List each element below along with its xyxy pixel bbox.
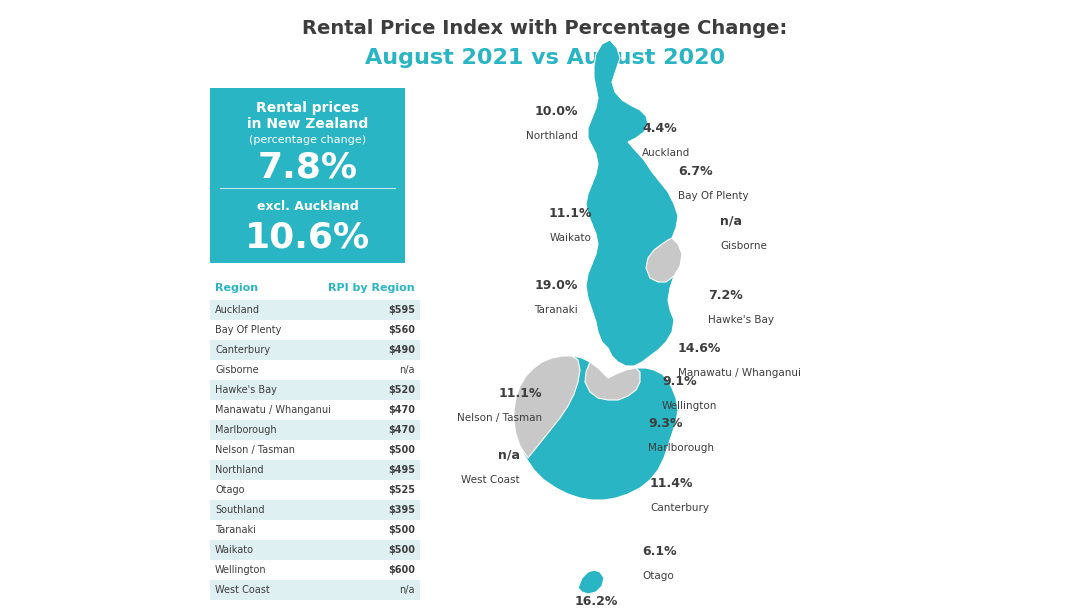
- Text: $595: $595: [388, 305, 415, 315]
- Text: 11.1%: 11.1%: [499, 387, 542, 400]
- Text: Hawke's Bay: Hawke's Bay: [215, 385, 277, 395]
- Text: 10.0%: 10.0%: [535, 105, 578, 118]
- Polygon shape: [586, 40, 682, 366]
- Text: $490: $490: [388, 345, 415, 355]
- Text: Wellington: Wellington: [662, 401, 718, 411]
- Text: excl. Auckland: excl. Auckland: [256, 200, 358, 212]
- Text: Northland: Northland: [526, 131, 578, 141]
- Text: Otago: Otago: [642, 571, 674, 581]
- Text: Gisborne: Gisborne: [215, 365, 259, 375]
- Text: Waikato: Waikato: [550, 233, 592, 243]
- Text: Auckland: Auckland: [215, 305, 260, 315]
- Text: Canterbury: Canterbury: [650, 503, 709, 513]
- FancyBboxPatch shape: [209, 380, 420, 400]
- Text: 11.1%: 11.1%: [549, 207, 592, 220]
- Text: $395: $395: [388, 505, 415, 515]
- Text: Nelson / Tasman: Nelson / Tasman: [457, 413, 542, 423]
- Text: 16.2%: 16.2%: [575, 595, 619, 608]
- Text: Bay Of Plenty: Bay Of Plenty: [215, 325, 281, 335]
- Text: $500: $500: [388, 545, 415, 555]
- Text: $600: $600: [388, 565, 415, 575]
- Text: 7.8%: 7.8%: [257, 151, 358, 185]
- Text: (percentage change): (percentage change): [249, 135, 367, 145]
- FancyBboxPatch shape: [209, 480, 420, 500]
- Text: Waikato: Waikato: [215, 545, 254, 555]
- Text: 10.6%: 10.6%: [245, 221, 370, 255]
- Text: Marlborough: Marlborough: [648, 443, 714, 453]
- Text: $520: $520: [388, 385, 415, 395]
- Text: 4.4%: 4.4%: [642, 122, 676, 135]
- Text: 6.7%: 6.7%: [678, 165, 712, 178]
- Text: 9.3%: 9.3%: [648, 417, 683, 430]
- Text: Otago: Otago: [215, 485, 244, 495]
- Polygon shape: [585, 362, 640, 400]
- FancyBboxPatch shape: [209, 320, 420, 340]
- FancyBboxPatch shape: [209, 520, 420, 540]
- Text: Canterbury: Canterbury: [215, 345, 271, 355]
- Text: Wellington: Wellington: [215, 565, 266, 575]
- FancyBboxPatch shape: [209, 360, 420, 380]
- Polygon shape: [514, 356, 678, 500]
- FancyBboxPatch shape: [209, 88, 405, 263]
- Text: $560: $560: [388, 325, 415, 335]
- Text: 19.0%: 19.0%: [535, 279, 578, 292]
- Text: Rental prices: Rental prices: [256, 101, 359, 115]
- FancyBboxPatch shape: [209, 580, 420, 600]
- Text: Southland: Southland: [215, 505, 264, 515]
- Text: 6.1%: 6.1%: [642, 545, 676, 558]
- Text: n/a: n/a: [720, 215, 742, 228]
- Text: $470: $470: [388, 405, 415, 415]
- Text: August 2021 vs August 2020: August 2021 vs August 2020: [364, 48, 726, 68]
- Text: Rental Price Index with Percentage Change:: Rental Price Index with Percentage Chang…: [302, 18, 788, 37]
- FancyBboxPatch shape: [209, 460, 420, 480]
- Text: Northland: Northland: [215, 465, 264, 475]
- FancyBboxPatch shape: [209, 340, 420, 360]
- FancyBboxPatch shape: [209, 400, 420, 420]
- Text: $500: $500: [388, 445, 415, 455]
- Text: Bay Of Plenty: Bay Of Plenty: [678, 191, 748, 201]
- Text: Manawatu / Whanganui: Manawatu / Whanganui: [215, 405, 331, 415]
- Text: Region: Region: [215, 283, 259, 293]
- Text: RPI by Region: RPI by Region: [328, 283, 415, 293]
- FancyBboxPatch shape: [209, 540, 420, 560]
- Polygon shape: [646, 238, 682, 282]
- Text: n/a: n/a: [399, 585, 415, 595]
- Text: Manawatu / Whanganui: Manawatu / Whanganui: [678, 368, 801, 378]
- Text: Auckland: Auckland: [642, 148, 691, 158]
- Text: Taranaki: Taranaki: [215, 525, 256, 535]
- FancyBboxPatch shape: [209, 300, 420, 320]
- FancyBboxPatch shape: [209, 500, 420, 520]
- Text: West Coast: West Coast: [461, 475, 520, 485]
- FancyBboxPatch shape: [209, 420, 420, 440]
- Text: in New Zealand: in New Zealand: [247, 117, 368, 131]
- Polygon shape: [514, 356, 580, 458]
- Text: Nelson / Tasman: Nelson / Tasman: [215, 445, 295, 455]
- Text: $500: $500: [388, 525, 415, 535]
- Text: Taranaki: Taranaki: [535, 305, 578, 315]
- Text: Hawke's Bay: Hawke's Bay: [708, 315, 774, 325]
- Text: 7.2%: 7.2%: [708, 289, 743, 302]
- FancyBboxPatch shape: [209, 560, 420, 580]
- Text: $495: $495: [388, 465, 415, 475]
- Text: 11.4%: 11.4%: [650, 477, 694, 490]
- Text: $470: $470: [388, 425, 415, 435]
- FancyBboxPatch shape: [209, 440, 420, 460]
- Text: Marlborough: Marlborough: [215, 425, 277, 435]
- Polygon shape: [578, 570, 604, 594]
- Text: West Coast: West Coast: [215, 585, 269, 595]
- Text: $525: $525: [388, 485, 415, 495]
- Text: n/a: n/a: [497, 449, 520, 462]
- Text: 14.6%: 14.6%: [678, 342, 721, 355]
- Text: n/a: n/a: [399, 365, 415, 375]
- Text: Gisborne: Gisborne: [720, 241, 767, 251]
- Text: 9.1%: 9.1%: [662, 375, 697, 388]
